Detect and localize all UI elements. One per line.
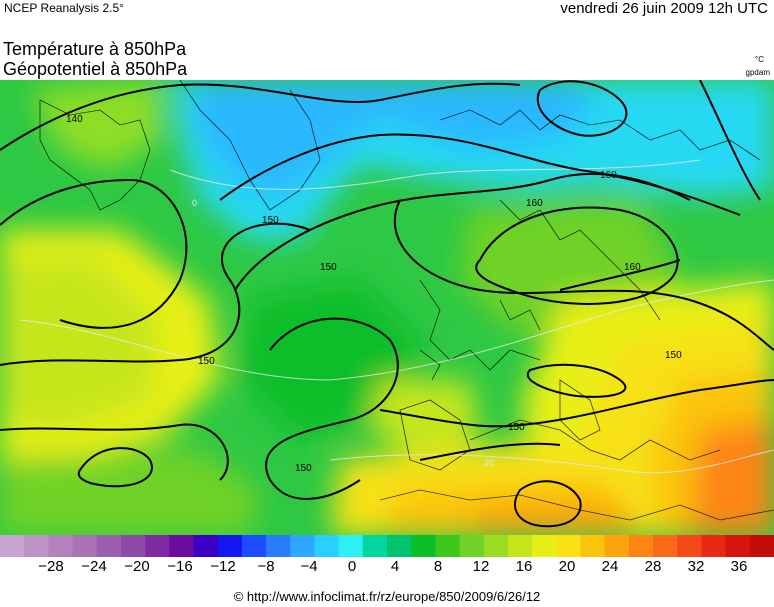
colorbar-tick-label: 28 <box>644 558 662 575</box>
geopotential-contours <box>0 80 774 528</box>
colorbar-cell <box>749 535 774 557</box>
weather-map: 140 150 150 150 150 150 150 160 160 160 … <box>0 80 774 535</box>
colorbar-cell <box>507 535 533 557</box>
datetime-label: vendredi 26 juin 2009 12h UTC <box>560 0 768 17</box>
colorbar-tick-label: 36 <box>730 558 748 575</box>
contour-labels: 140 150 150 150 150 150 150 160 160 160 … <box>66 114 682 474</box>
isotherms <box>19 159 774 474</box>
colorbar-cell <box>459 535 485 557</box>
source-url: © http://www.infoclimat.fr/rz/europe/850… <box>233 589 541 604</box>
colorbar-cell <box>532 535 557 557</box>
colorbar-ticks: −28 −24 −20 −16 −12 −8 −4 0 4 8 12 16 20 24 28 32 36 <box>0 558 774 578</box>
colorbar-tick-label: 8 <box>433 558 443 575</box>
colorbar-cell <box>653 535 678 557</box>
colorbar-tick-label: 24 <box>601 558 619 575</box>
colorbar-cell <box>362 535 388 557</box>
colorbar-tick-label: 4 <box>390 558 400 575</box>
contour-label: 150 <box>198 356 215 367</box>
colorbar-cell <box>411 535 436 557</box>
colorbar-cell <box>677 535 702 557</box>
colorbar-tick-label: −8 <box>257 558 275 575</box>
title-geopotential: Géopotentiel à 850hPa <box>3 59 188 79</box>
colorbar-cell <box>0 535 25 557</box>
colorbar-tick-label: 20 <box>558 558 576 575</box>
colorbar-tick-label: −24 <box>81 558 107 575</box>
title-temperature: Température à 850hPa <box>3 39 187 59</box>
colorbar-tick-label: −16 <box>167 558 193 575</box>
colorbar-cell <box>217 535 243 557</box>
contour-label: 150 <box>320 262 337 273</box>
unit-temperature: °C <box>755 55 764 64</box>
colorbar-tick-label: −28 <box>38 558 64 575</box>
colorbar-tick-label: 32 <box>687 558 705 575</box>
colorbar-cell <box>169 535 194 557</box>
isotherm-labels: 0 20 <box>192 198 494 468</box>
colorbar-tick-label: 16 <box>515 558 533 575</box>
colorbar-cell <box>241 535 267 557</box>
source-label: NCEP Reanalysis 2.5° <box>4 1 124 15</box>
colorbar-cell <box>96 535 122 557</box>
colorbar-tick-label: −4 <box>300 558 318 575</box>
contour-label: 140 <box>66 114 83 125</box>
contour-label: 150 <box>262 215 279 226</box>
contour-label: 160 <box>600 170 617 181</box>
colorbar-cell <box>193 535 219 557</box>
colorbar-cell <box>435 535 461 557</box>
colorbar-cell <box>266 535 291 557</box>
colorbar-cell <box>72 535 98 557</box>
colorbar-tick-label: −12 <box>210 558 236 575</box>
colorbar-cell <box>24 535 49 557</box>
colorbar-cell <box>580 535 606 557</box>
isotherm-label: 20 <box>484 458 494 468</box>
colorbar-tick-label: 0 <box>347 558 357 575</box>
colorbar-cell <box>628 535 654 557</box>
contour-label: 160 <box>624 262 641 273</box>
contour-label: 150 <box>508 422 525 433</box>
colorbar-cell <box>701 535 727 557</box>
colorbar-cell <box>48 535 74 557</box>
colorbar-tick-label: −20 <box>124 558 150 575</box>
colorbar-cell <box>604 535 630 557</box>
colorbar-cell <box>483 535 509 557</box>
unit-geopotential: gpdam <box>745 68 770 77</box>
colorbar-cell <box>145 535 170 557</box>
colorbar-cell <box>338 535 364 557</box>
colorbar-cell <box>725 535 751 557</box>
colorbar-cell <box>120 535 146 557</box>
contour-label: 150 <box>295 463 312 474</box>
contour-label: 150 <box>665 350 682 361</box>
colorbar <box>0 535 774 557</box>
contour-label: 160 <box>526 198 543 209</box>
colorbar-cell <box>387 535 412 557</box>
temperature-field <box>0 80 774 535</box>
colorbar-tick-label: 12 <box>472 558 490 575</box>
isotherm-label: 0 <box>192 198 197 208</box>
colorbar-cell <box>556 535 581 557</box>
colorbar-cell <box>290 535 315 557</box>
colorbar-cell <box>314 535 340 557</box>
